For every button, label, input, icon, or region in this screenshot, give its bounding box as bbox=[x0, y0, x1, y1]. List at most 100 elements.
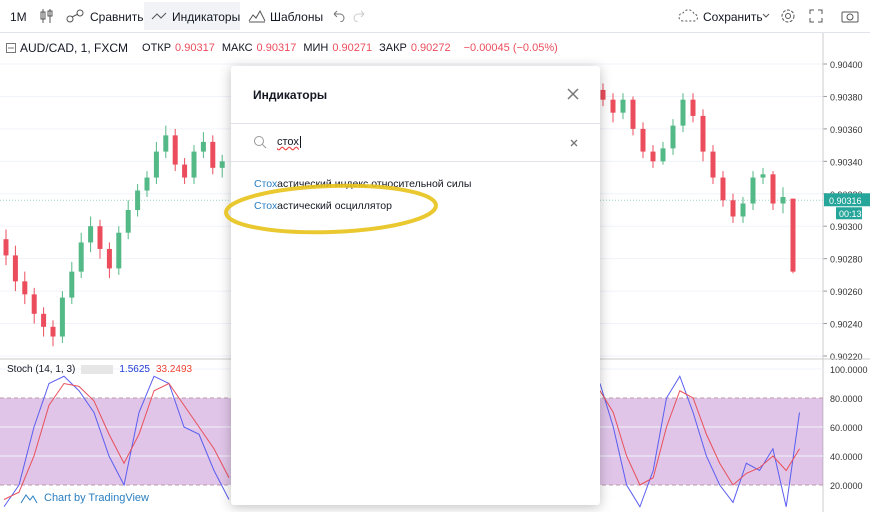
candle-body bbox=[720, 177, 726, 201]
stoch-line bbox=[599, 375, 800, 508]
candle-body bbox=[770, 174, 776, 204]
templates-button[interactable]: Шаблоны bbox=[270, 10, 324, 24]
open-label: ОТКР bbox=[142, 42, 172, 54]
candle-body bbox=[116, 232, 122, 269]
candle-body bbox=[97, 226, 103, 249]
countdown-box bbox=[836, 207, 862, 220]
candle-body bbox=[153, 151, 159, 178]
candle-body bbox=[125, 210, 131, 233]
candle-body bbox=[191, 151, 197, 178]
candle-body bbox=[78, 242, 84, 272]
candle-body bbox=[630, 99, 636, 129]
stoch-line bbox=[599, 390, 800, 486]
candle-body bbox=[135, 190, 141, 210]
candle-body bbox=[200, 141, 206, 152]
separator bbox=[231, 161, 600, 162]
candle-body bbox=[219, 161, 225, 168]
candle-body bbox=[760, 174, 766, 178]
candle-body bbox=[680, 99, 686, 126]
candle-body bbox=[88, 226, 94, 243]
osc-tick-label: 80.0000 bbox=[830, 394, 863, 404]
candle-body bbox=[710, 151, 716, 178]
candle-body bbox=[106, 248, 112, 269]
countdown-label: 00:13 bbox=[839, 209, 862, 219]
price-tick-label: 0.90220 bbox=[830, 352, 863, 362]
result-match: Стох bbox=[254, 200, 278, 212]
toolbar: 1M Сравнить Индикаторы Шаблоны Сохранить bbox=[0, 0, 870, 33]
price-tick-label: 0.90260 bbox=[830, 287, 863, 297]
save-button[interactable]: Сохранить bbox=[703, 10, 763, 24]
candle-body bbox=[640, 128, 646, 152]
tv-logo bbox=[20, 494, 38, 504]
low-value: 0.90271 bbox=[332, 42, 373, 54]
osc-d: 33.2493 bbox=[155, 364, 193, 375]
candle-body bbox=[650, 151, 656, 162]
candle-body bbox=[670, 125, 676, 149]
indicators-active-bg bbox=[144, 2, 240, 30]
dialog-close[interactable] bbox=[567, 88, 579, 100]
candle-body bbox=[69, 271, 75, 298]
chart-type-icon[interactable] bbox=[40, 8, 54, 24]
separator bbox=[231, 123, 600, 124]
candle-body bbox=[780, 197, 786, 204]
last-price-box bbox=[824, 193, 870, 207]
osc-tick-label: 20.0000 bbox=[830, 481, 863, 491]
price-tick-label: 0.90380 bbox=[830, 92, 863, 102]
candle-body bbox=[620, 99, 626, 113]
settings-icon[interactable] bbox=[780, 8, 796, 24]
candle-body bbox=[740, 203, 746, 217]
change: −0.00045 (−0.05%) bbox=[463, 42, 558, 54]
screenshot-icon[interactable] bbox=[841, 9, 859, 23]
result-item[interactable]: Стохастический индекс относительной силы bbox=[254, 178, 471, 190]
compare-icon[interactable] bbox=[66, 9, 86, 23]
fullscreen-icon[interactable] bbox=[809, 9, 823, 23]
result-match: Стох bbox=[254, 178, 278, 190]
price-tick-label: 0.90340 bbox=[830, 157, 863, 167]
interval-button[interactable]: 1M bbox=[10, 10, 27, 24]
compare-button[interactable]: Сравнить bbox=[90, 10, 144, 24]
candle-body bbox=[172, 135, 178, 165]
templates-icon[interactable] bbox=[248, 9, 266, 23]
osc-k: 1.5625 bbox=[119, 364, 150, 375]
candle-body bbox=[750, 177, 756, 204]
candle-body bbox=[600, 89, 606, 100]
cloud-icon[interactable] bbox=[678, 9, 700, 23]
candle-body bbox=[12, 255, 18, 282]
indicators-button[interactable]: Индикаторы bbox=[172, 10, 241, 24]
candle-body bbox=[22, 281, 28, 295]
stoch-line bbox=[3, 382, 230, 500]
candle-body bbox=[59, 297, 65, 337]
price-tick-label: 0.90240 bbox=[830, 320, 863, 330]
watermark[interactable]: Chart by TradingView bbox=[20, 492, 149, 504]
osc-tick-label: 60.0000 bbox=[830, 423, 863, 433]
indicators-dialog: Индикаторы стох Стохастический индекс от… bbox=[231, 66, 600, 505]
candle-body bbox=[41, 313, 47, 327]
candle-body bbox=[660, 148, 666, 162]
result-rest: астический индекс относительной силы bbox=[277, 178, 472, 190]
osc-label: Stoch (14, 1, 3) bbox=[7, 364, 76, 375]
collapse-icon[interactable] bbox=[6, 43, 16, 53]
open-value: 0.90317 bbox=[175, 42, 215, 54]
undo-redo[interactable] bbox=[330, 10, 370, 22]
osc-tick-label: 100.0000 bbox=[830, 365, 868, 375]
search-icon bbox=[254, 136, 267, 149]
watermark-text: Chart by TradingView bbox=[44, 492, 149, 504]
result-item[interactable]: Стохастический осциллятор bbox=[254, 200, 392, 212]
candle-body bbox=[690, 99, 696, 116]
search-clear[interactable] bbox=[570, 139, 578, 147]
price-tick-label: 0.90300 bbox=[830, 222, 863, 232]
indicators-icon[interactable] bbox=[151, 11, 167, 21]
candle-body bbox=[3, 239, 9, 256]
save-menu[interactable] bbox=[762, 13, 770, 19]
candle-body bbox=[730, 200, 736, 217]
high-value: 0.90317 bbox=[256, 42, 297, 54]
candle-body bbox=[790, 198, 796, 272]
search-input[interactable]: стох bbox=[277, 136, 301, 148]
price-tick-label: 0.90280 bbox=[830, 255, 863, 265]
osc-buttons[interactable] bbox=[81, 365, 114, 374]
close-value: 0.90272 bbox=[410, 42, 451, 54]
dialog-title: Индикаторы bbox=[253, 88, 328, 102]
result-rest: астический осциллятор bbox=[277, 200, 392, 212]
candle-body bbox=[50, 326, 56, 337]
